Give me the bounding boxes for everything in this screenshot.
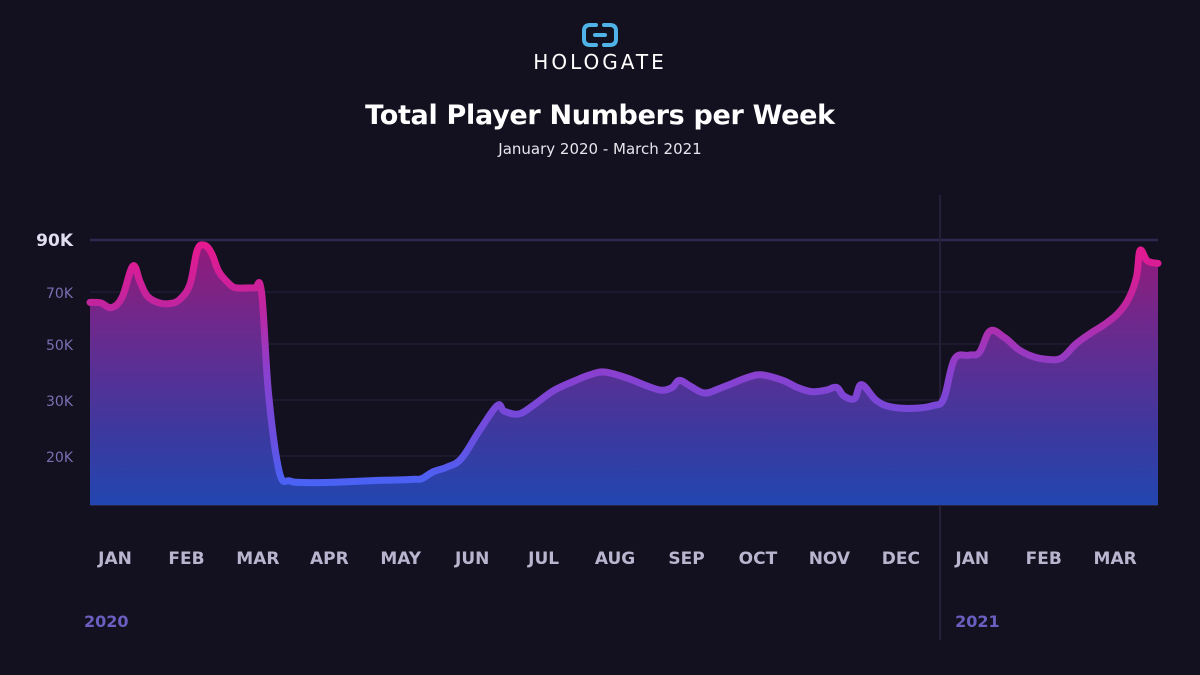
year-label: 2020: [84, 612, 129, 631]
year-label: 2021: [955, 612, 1000, 631]
chart-title: Total Player Numbers per Week: [365, 100, 835, 131]
y-tick-label: 50K: [46, 338, 74, 354]
x-tick-label: JAN: [97, 549, 132, 569]
hologate-logo-icon: [582, 23, 618, 47]
x-tick-label: MAR: [1094, 549, 1137, 569]
x-tick-label: NOV: [809, 549, 851, 569]
y-tick-label: 90K: [36, 231, 74, 251]
y-tick-label: 20K: [46, 450, 74, 466]
y-tick-label: 70K: [46, 286, 74, 302]
brand-name: HOLOGATE: [533, 50, 667, 74]
series-area: [90, 244, 1158, 505]
y-axis-labels: 90K 70K 50K 30K 20K: [36, 231, 74, 466]
x-tick-label: FEB: [168, 549, 204, 569]
x-tick-label: JUL: [527, 549, 559, 569]
year-labels: 2020 2021: [84, 612, 1000, 631]
x-tick-label: JUN: [454, 549, 489, 569]
x-tick-label: MAR: [236, 549, 279, 569]
series-line: [86, 241, 1162, 487]
x-axis-labels: JAN FEB MAR APR MAY JUN JUL AUG SEP OCT NOV DEC JAN F…: [97, 549, 1137, 569]
x-tick-label: SEP: [668, 549, 704, 569]
x-tick-label: OCT: [739, 549, 778, 569]
x-tick-label: DEC: [882, 549, 920, 569]
x-tick-label: FEB: [1026, 549, 1062, 569]
x-tick-label: AUG: [595, 549, 635, 569]
area-series: [86, 241, 1162, 505]
x-tick-label: MAY: [380, 549, 421, 569]
brand-logo: HOLOGATE: [0, 22, 1200, 74]
x-tick-label: JAN: [954, 549, 989, 569]
chart-subtitle: January 2020 - March 2021: [498, 140, 702, 158]
x-tick-label: APR: [310, 549, 349, 569]
y-tick-label: 30K: [46, 394, 74, 410]
